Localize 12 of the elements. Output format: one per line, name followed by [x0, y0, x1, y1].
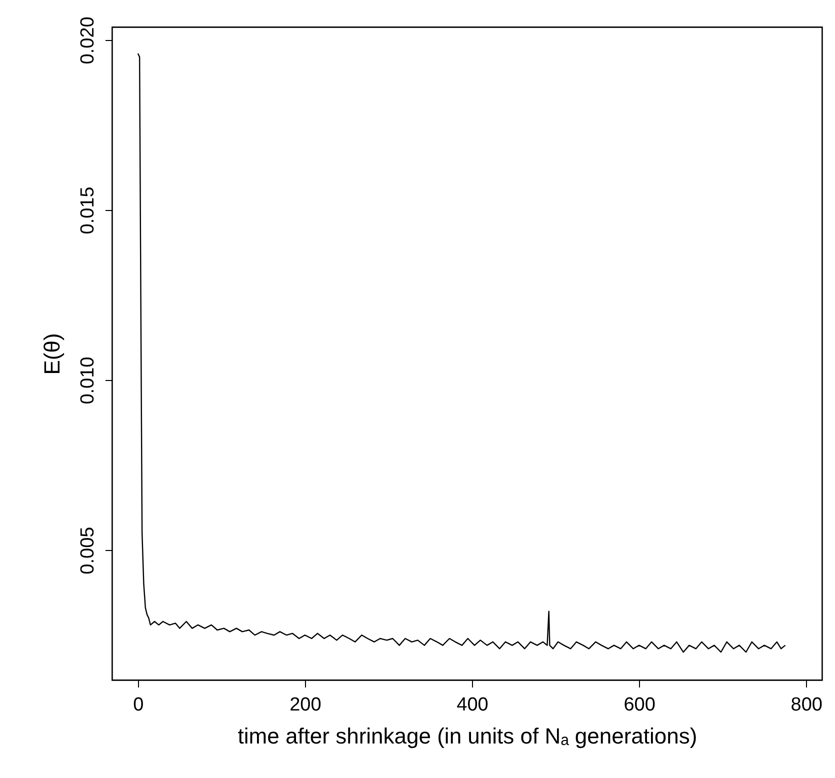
line-series — [137, 52, 786, 653]
x-tick-label: 0 — [133, 694, 144, 716]
y-tick-label: 0.015 — [78, 186, 98, 234]
y-tick-label: 0.010 — [78, 356, 98, 404]
x-axis-title: time after shrinkage (in units of Nₐ generations) — [238, 724, 698, 748]
x-tick-label: 600 — [624, 694, 656, 716]
x-tick-label: 800 — [790, 694, 822, 716]
y-tick-label: 0.005 — [78, 526, 98, 574]
x-tick-label: 400 — [456, 694, 488, 716]
y-tick-label: 0.020 — [78, 16, 98, 64]
y-axis-title: E(θ) — [40, 333, 64, 375]
x-tick-label: 200 — [290, 694, 322, 716]
